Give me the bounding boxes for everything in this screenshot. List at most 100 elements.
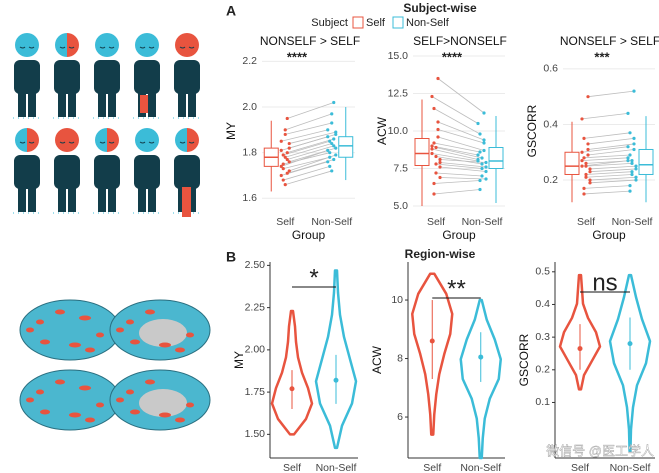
head: [175, 33, 187, 57]
point: [434, 171, 438, 175]
eyes: [139, 46, 155, 49]
point: [584, 172, 588, 177]
violin: [459, 298, 502, 460]
pair-line: [431, 148, 479, 160]
head: [27, 128, 39, 152]
point: [630, 158, 634, 163]
brain-region: [85, 417, 95, 423]
point: [283, 132, 287, 137]
point: [586, 95, 590, 99]
head: [147, 128, 159, 152]
point: [586, 147, 590, 152]
head: [95, 33, 107, 57]
head: [67, 33, 79, 57]
head: [95, 128, 107, 152]
pair-line: [589, 176, 637, 181]
mean: [627, 341, 633, 347]
head: [15, 128, 27, 152]
pair-line: [437, 129, 485, 144]
point: [287, 169, 291, 173]
point: [430, 94, 434, 99]
point: [283, 128, 287, 132]
leg: [68, 187, 76, 212]
point: [630, 172, 634, 177]
point: [334, 130, 338, 134]
head: [55, 128, 67, 152]
point: [438, 165, 442, 169]
box: [488, 147, 504, 169]
brain-region: [40, 409, 50, 415]
section-title: Subject-wise: [403, 1, 477, 15]
pair-line: [287, 159, 334, 174]
panel-label: B: [226, 249, 236, 265]
y-axis-label: ACW: [375, 116, 389, 145]
y-tick-label: 5.0: [393, 200, 408, 212]
pair-line: [289, 131, 336, 144]
body: [94, 60, 120, 94]
point: [634, 164, 638, 168]
point: [330, 141, 334, 146]
point: [326, 160, 330, 164]
point: [326, 135, 330, 139]
legend-title: Subject: [311, 17, 348, 29]
y-tick-label: 1.8: [242, 146, 257, 158]
point: [588, 170, 592, 174]
leg: [188, 92, 196, 117]
point: [626, 158, 630, 163]
x-tick-label: Self: [283, 462, 301, 473]
x-tick-label: Non-Self: [316, 462, 357, 473]
y-tick-label: 10: [391, 294, 403, 306]
point: [436, 127, 440, 132]
y-tick-label: 0.4: [543, 118, 558, 130]
brain-region: [55, 379, 65, 385]
y-tick-label: 2.0: [242, 101, 257, 113]
illustration: [13, 33, 211, 431]
point: [279, 139, 283, 143]
x-tick-label: Non-Self: [311, 216, 352, 228]
eyes: [19, 46, 35, 49]
pair-line: [435, 147, 483, 159]
significance: ****: [442, 49, 463, 64]
pair-line: [287, 102, 334, 119]
point: [480, 156, 484, 160]
point: [328, 139, 332, 143]
point: [580, 150, 584, 154]
y-tick-label: 7.5: [393, 162, 408, 174]
pair-line: [581, 112, 629, 120]
legend-key: [352, 16, 364, 29]
violin: [411, 272, 454, 436]
point: [632, 147, 636, 152]
x-tick-label: Self: [571, 462, 589, 473]
body: [94, 155, 120, 189]
y-axis-label: ACW: [370, 345, 384, 374]
point: [330, 121, 334, 125]
eyes: [179, 46, 195, 49]
point: [484, 165, 488, 169]
y-axis-label: GSCORR: [525, 104, 539, 157]
pair-line: [433, 180, 481, 184]
point: [628, 153, 632, 157]
point: [434, 154, 438, 159]
brain-region: [36, 319, 44, 325]
point: [476, 157, 480, 162]
mean: [289, 386, 295, 392]
point: [332, 157, 336, 162]
y-axis-label: MY: [232, 351, 246, 369]
brain-region: [79, 315, 91, 321]
eyes: [19, 141, 35, 144]
point: [632, 89, 636, 93]
pair-line: [589, 165, 637, 170]
brain-region: [40, 339, 50, 345]
point: [582, 192, 586, 196]
point: [285, 171, 289, 175]
legend-key: [392, 16, 404, 29]
subplot-title: NONSELF > SELF: [560, 34, 659, 48]
brain-region: [26, 327, 34, 333]
point: [634, 175, 638, 179]
point: [326, 148, 330, 152]
brain-region: [130, 409, 140, 415]
pair-line: [583, 154, 631, 159]
leg: [18, 187, 26, 212]
pair-line: [583, 132, 631, 139]
